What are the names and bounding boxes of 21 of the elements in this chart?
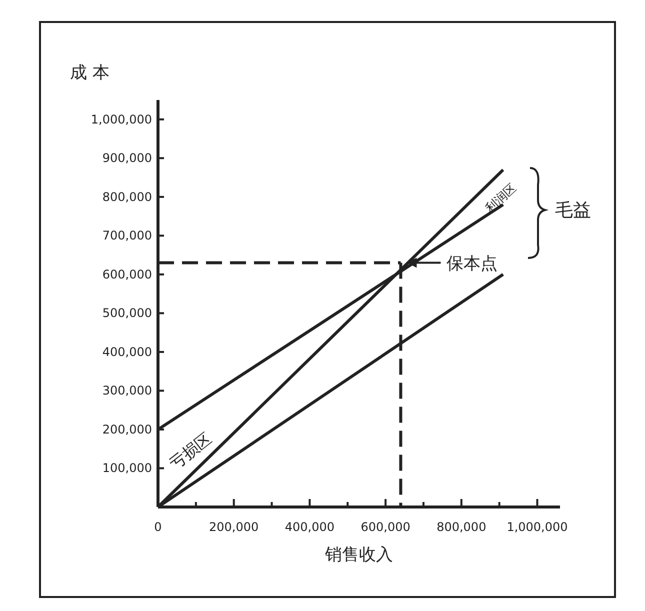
x-tick-label: 800,000 xyxy=(436,520,486,534)
y-tick-label: 300,000 xyxy=(102,384,152,398)
y-tick-label: 900,000 xyxy=(102,151,152,166)
y-tick-label: 500,000 xyxy=(102,306,152,320)
annotation: 毛益 xyxy=(555,200,591,221)
y-tick-label: 800,000 xyxy=(102,190,152,204)
y-tick-label: 100,000 xyxy=(102,461,152,476)
annotation: 保本点 xyxy=(446,254,498,274)
x-tick-label: 400,000 xyxy=(284,520,335,534)
y-tick-label: 700,000 xyxy=(102,228,152,243)
x-tick-label: 0 xyxy=(154,520,162,534)
annotation: 亏损区 xyxy=(166,428,216,474)
y-tick-label: 200,000 xyxy=(102,422,152,436)
x-axis-title: 销售收入 xyxy=(324,545,393,565)
y-tick-label: 1,000,000 xyxy=(90,112,152,126)
y-tick-label: 600,000 xyxy=(102,267,152,282)
x-tick-label: 200,000 xyxy=(209,520,259,534)
x-tick-label: 600,000 xyxy=(360,520,410,534)
y-axis-title: 成 本 xyxy=(70,63,110,83)
x-tick-label: 1,000,000 xyxy=(506,520,568,534)
y-tick-label: 400,000 xyxy=(102,344,152,359)
